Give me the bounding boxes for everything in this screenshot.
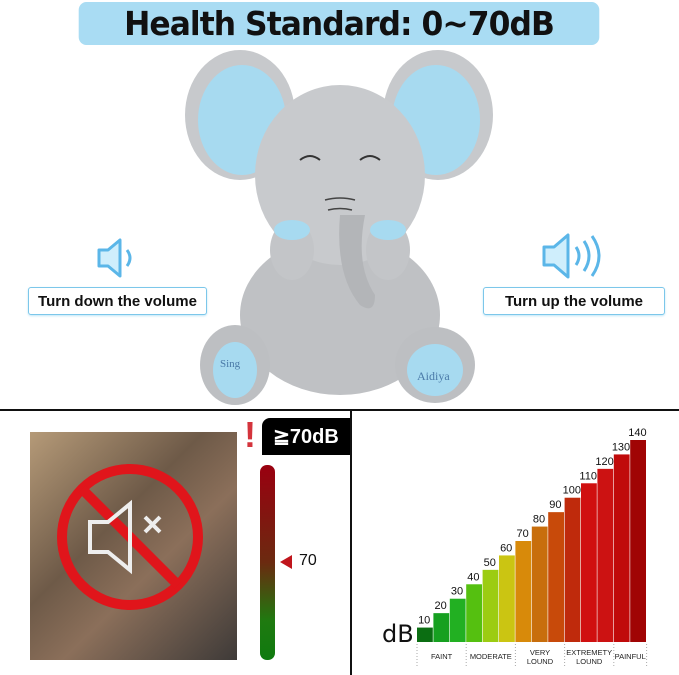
noisy-toys-photo	[30, 432, 237, 660]
bar-value-label: 20	[434, 600, 446, 612]
turn-down-volume-button[interactable]: Turn down the volume	[28, 287, 207, 315]
meter-marker-label: 70	[299, 552, 317, 569]
bar-value-label: 140	[628, 427, 646, 439]
meter-marker-arrow-icon	[280, 555, 292, 569]
bar	[531, 526, 548, 642]
bar	[515, 541, 532, 642]
bar	[597, 468, 614, 642]
bar-value-label: 120	[595, 456, 613, 468]
bar-value-label: 30	[451, 586, 463, 598]
group-label: FAINT	[431, 652, 453, 661]
speaker-high-icon[interactable]	[540, 232, 610, 280]
page-title: Health Standard: 0~70dB	[78, 2, 600, 45]
threshold-badge: ≧70dB	[262, 418, 350, 455]
speaker-low-icon[interactable]	[95, 238, 150, 278]
group-label: VERY LOUND	[527, 648, 554, 666]
bar-value-label: 50	[484, 557, 496, 569]
bar	[433, 613, 450, 642]
bar	[449, 598, 466, 642]
bar-value-label: 80	[533, 514, 545, 526]
bar-value-label: 60	[500, 542, 512, 554]
bar-value-label: 100	[563, 485, 581, 497]
bar	[482, 569, 499, 642]
divider-vertical	[350, 410, 352, 675]
bar-value-label: 10	[418, 615, 430, 627]
group-label: EXTREMETY LOUND	[566, 648, 612, 666]
bar	[613, 454, 630, 642]
elephant-plush-image: Sing Aidiya	[185, 50, 493, 405]
warning-exclamation: !	[244, 414, 256, 455]
bar-value-label: 130	[612, 441, 630, 453]
bar	[466, 584, 482, 642]
bar-value-label: 110	[579, 470, 597, 482]
bar-value-label: 70	[516, 528, 528, 540]
bar	[499, 555, 515, 642]
bar	[548, 512, 564, 642]
volume-meter	[260, 465, 275, 660]
right-foot-text: Aidiya	[417, 369, 450, 383]
bar	[630, 440, 646, 642]
bar	[564, 497, 581, 642]
group-label: MODERATE	[470, 652, 512, 661]
turn-up-volume-button[interactable]: Turn up the volume	[483, 287, 665, 315]
divider-horizontal	[0, 409, 679, 411]
bar-value-label: 40	[467, 571, 479, 583]
y-axis-label: dB	[382, 620, 414, 648]
bar	[417, 627, 433, 642]
left-foot-text: Sing	[220, 358, 241, 370]
muted-speaker-prohibited-icon	[57, 464, 203, 610]
bar	[581, 483, 597, 642]
group-label: PAINFUL	[615, 652, 646, 661]
bar-value-label: 90	[549, 499, 561, 511]
